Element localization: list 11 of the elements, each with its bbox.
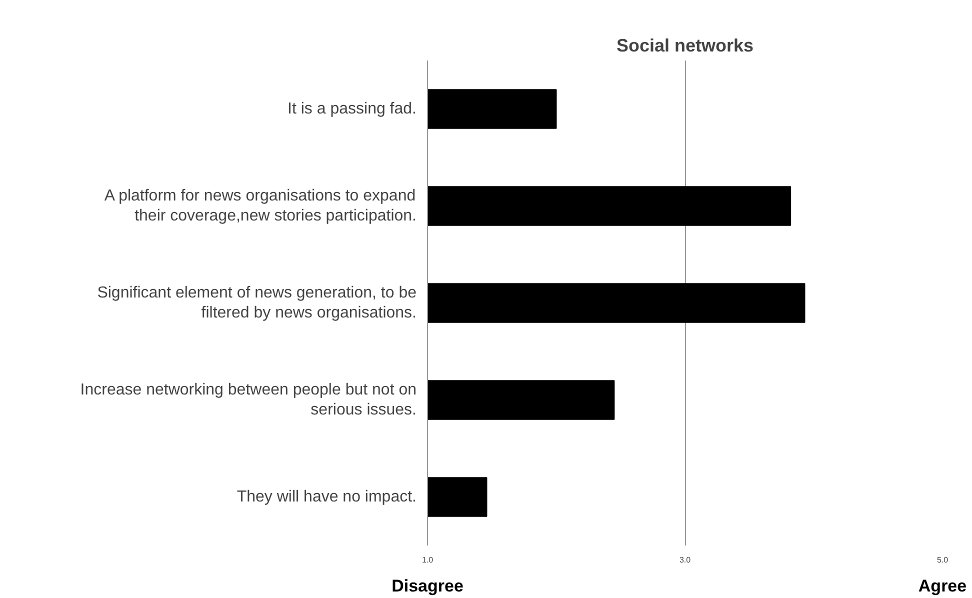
y-tick-label: A platform for news organisations to expand their coverage,new stories participation.: [104, 187, 416, 225]
chart-title: Social networks: [616, 36, 754, 56]
text: Disagree: [392, 576, 464, 596]
y-tick-label: Increase networking between people but not on serious issues.: [80, 381, 417, 419]
x-tick-label: 3.0: [679, 556, 692, 564]
y-tick-label: Significant element of news generation, to be filtered by news organisations.: [97, 284, 417, 322]
x-tick-label: 1.0: [422, 556, 434, 564]
x-tick-label: 5.0: [936, 556, 949, 564]
text: Agree: [918, 576, 967, 596]
y-tick-label: They will have no impact.: [236, 488, 417, 506]
y-tick-label: It is a passing fad.: [288, 100, 417, 118]
